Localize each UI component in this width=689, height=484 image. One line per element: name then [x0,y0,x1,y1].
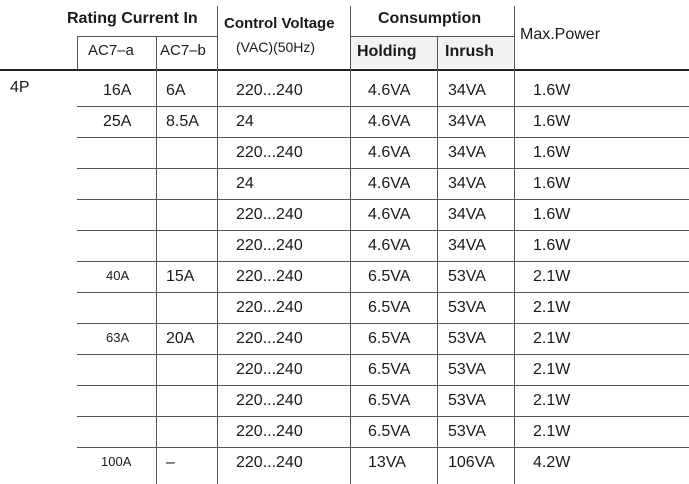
cell-ac7b: 8.5A [166,113,199,130]
col-rule-b [156,36,157,484]
cell-ac7a: 63A [106,330,130,345]
row-rule [77,106,689,107]
col-rule-e [437,36,438,484]
cell-holding: 13VA [368,454,406,471]
ac7a-header: AC7–a [88,42,134,59]
row-rule [77,199,689,200]
cell-voltage: 220...240 [236,82,303,99]
max-power-header: Max.Power [520,26,601,43]
cell-holding: 4.6VA [368,144,411,161]
header-bottom-rule [0,69,689,71]
cell-inrush: 34VA [448,206,486,223]
cell-inrush: 34VA [448,144,486,161]
holding-header: Holding [357,43,417,60]
cell-power: 1.6W [533,206,571,223]
row-rule [77,137,689,138]
row-rule [77,292,689,293]
cell-inrush: 53VA [448,299,486,316]
cell-ac7b: 15A [166,268,195,285]
cell-holding: 6.5VA [368,423,411,440]
cell-holding: 6.5VA [368,330,411,347]
cell-voltage: 24 [236,113,254,130]
cell-power: 4.2W [533,454,571,471]
cell-power: 1.6W [533,113,571,130]
cell-power: 2.1W [533,330,571,347]
inrush-header: Inrush [445,43,494,60]
cell-voltage: 220...240 [236,392,303,409]
cell-inrush: 53VA [448,330,486,347]
row-rule [77,354,689,355]
cell-voltage: 220...240 [236,454,303,471]
holding-inrush-shade [351,36,513,68]
row-rule [77,416,689,417]
cell-voltage: 220...240 [236,268,303,285]
cell-power: 2.1W [533,423,571,440]
cell-ac7a: 100A [101,454,132,469]
cell-holding: 6.5VA [368,392,411,409]
cell-voltage: 220...240 [236,361,303,378]
cell-holding: 6.5VA [368,268,411,285]
cell-power: 1.6W [533,175,571,192]
cell-inrush: 53VA [448,268,486,285]
cell-power: 1.6W [533,82,571,99]
cell-ac7a: 16A [103,82,132,99]
cell-power: 2.1W [533,392,571,409]
col-rule-a [77,36,78,70]
rating-sub-rule [77,36,217,37]
cell-voltage: 24 [236,175,254,192]
cell-ac7a: 40A [106,268,130,283]
cell-voltage: 220...240 [236,330,303,347]
cell-holding: 4.6VA [368,175,411,192]
cell-ac7b: – [166,454,175,471]
col-rule-c [217,6,218,484]
cell-holding: 4.6VA [368,82,411,99]
cell-holding: 6.5VA [368,299,411,316]
cell-ac7a: 25A [103,113,132,130]
col-rule-d [350,6,351,484]
cell-voltage: 220...240 [236,299,303,316]
control-voltage-header: Control Voltage [224,15,335,32]
row-rule [77,261,689,262]
row-rule [77,385,689,386]
cell-inrush: 53VA [448,361,486,378]
cell-holding: 6.5VA [368,361,411,378]
row-rule [77,323,689,324]
row-rule [77,168,689,169]
control-voltage-unit: (VAC)(50Hz) [236,39,316,55]
cell-inrush: 53VA [448,392,486,409]
consumption-sub-rule [350,36,514,37]
cell-inrush: 34VA [448,113,486,130]
pole-label: 4P [10,79,30,96]
cell-ac7b: 20A [166,330,195,347]
cell-power: 2.1W [533,299,571,316]
cell-voltage: 220...240 [236,237,303,254]
cell-voltage: 220...240 [236,144,303,161]
row-rule [77,447,689,448]
cell-power: 2.1W [533,361,571,378]
cell-inrush: 34VA [448,82,486,99]
cell-holding: 4.6VA [368,237,411,254]
cell-holding: 4.6VA [368,206,411,223]
ac7b-header: AC7–b [160,42,206,59]
cell-voltage: 220...240 [236,423,303,440]
cell-holding: 4.6VA [368,113,411,130]
cell-inrush: 34VA [448,175,486,192]
cell-voltage: 220...240 [236,206,303,223]
cell-inrush: 53VA [448,423,486,440]
cell-inrush: 106VA [448,454,495,471]
cell-power: 1.6W [533,237,571,254]
cell-power: 2.1W [533,268,571,285]
col-rule-f [514,6,515,484]
row-rule [77,230,689,231]
cell-power: 1.6W [533,144,571,161]
cell-ac7b: 6A [166,82,186,99]
rating-current-header: Rating Current In [67,10,198,27]
cell-inrush: 34VA [448,237,486,254]
consumption-header: Consumption [378,10,482,27]
